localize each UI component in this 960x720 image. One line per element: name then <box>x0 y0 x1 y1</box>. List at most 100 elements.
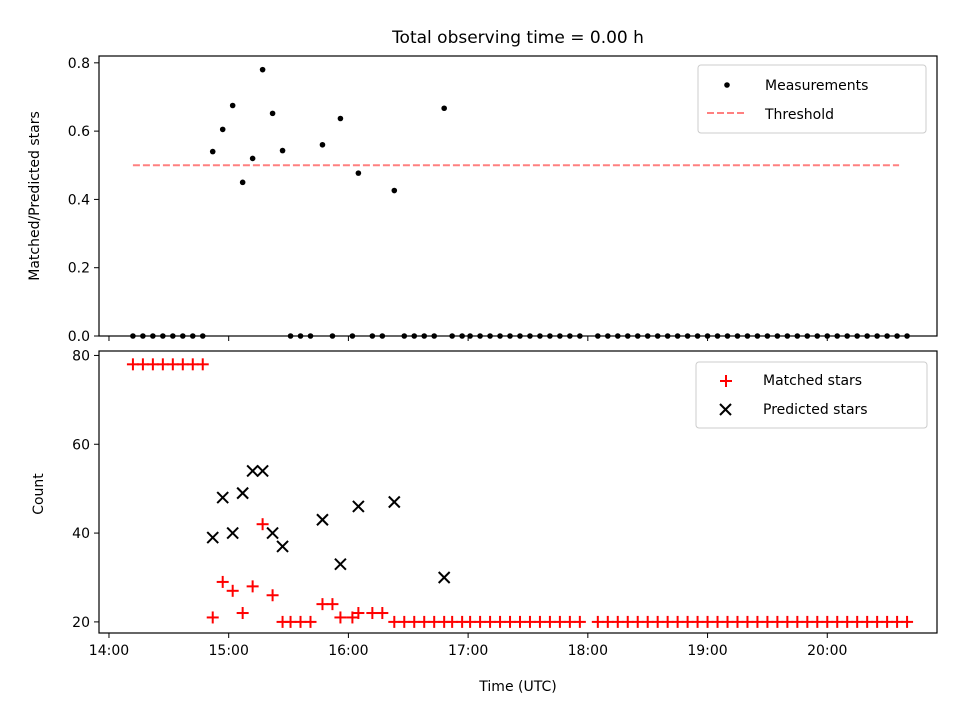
measurement-point <box>287 333 294 339</box>
measurement-point <box>180 333 186 339</box>
measurement-point <box>624 333 631 339</box>
measurement-point <box>864 333 870 339</box>
matched-star-point <box>246 580 259 593</box>
x-stroke <box>316 513 329 526</box>
measurement-point <box>507 333 513 339</box>
measurement-point <box>874 333 880 339</box>
ratio-legend-frame <box>697 64 927 134</box>
x-stroke <box>236 486 249 500</box>
predicted-star-point <box>388 495 401 509</box>
y-tick-label: 0.6 <box>68 124 90 140</box>
measurement-point <box>794 333 801 339</box>
measurement-point <box>209 148 216 155</box>
matched-star-point <box>206 611 219 624</box>
x-tick-label: 18:00 <box>568 643 608 659</box>
measurement-point <box>219 126 226 133</box>
measurement-point <box>140 333 146 339</box>
measurement-point <box>754 333 761 339</box>
predicted-star-point <box>266 526 279 540</box>
measurement-point <box>259 66 266 73</box>
measurement-point <box>814 333 821 339</box>
x-tick-label: 20:00 <box>807 643 847 659</box>
matched-star-point <box>226 584 239 597</box>
measurement-point <box>804 333 811 339</box>
measurement-point <box>349 333 356 339</box>
measurement-point <box>527 333 533 339</box>
measurement-point <box>904 333 910 339</box>
measurement-point <box>714 333 721 339</box>
measurement-point <box>694 333 701 339</box>
legend-threshold-label: Threshold <box>764 107 834 123</box>
measurement-point <box>644 333 651 339</box>
measurement-point <box>319 141 326 148</box>
matched-star-point <box>266 589 279 602</box>
y-tick-label: 0.8 <box>68 56 90 72</box>
measurement-point <box>604 333 611 339</box>
matched-star-point <box>901 615 914 628</box>
matched-star-point <box>326 598 339 611</box>
measurement-point <box>431 333 438 339</box>
legend-predicted-marker <box>719 403 732 416</box>
predicted-star-point <box>316 513 329 526</box>
predicted-star-point <box>216 491 229 504</box>
measurement-point <box>441 105 447 112</box>
y-tick-label: 0.4 <box>68 192 90 208</box>
ratio-x-ticks <box>108 336 828 341</box>
measurement-point <box>355 170 362 176</box>
legend-matched-label: Matched stars <box>763 373 862 389</box>
predicted-star-point <box>276 540 289 553</box>
legend-measurements-marker <box>724 82 730 88</box>
legend-measurements-label: Measurements <box>765 78 868 94</box>
matched-star-point <box>376 607 389 620</box>
matched-star-point <box>216 575 229 588</box>
count-plot-frame <box>98 350 938 634</box>
measurement-point <box>467 333 473 339</box>
y-tick-label: 0.0 <box>68 329 90 345</box>
measurement-point <box>337 115 344 122</box>
measurement-point <box>614 333 621 339</box>
measurement-point <box>391 187 398 194</box>
measurement-point <box>664 333 671 339</box>
predicted-star-point <box>334 557 347 571</box>
x-stroke <box>352 500 365 513</box>
matched-star-point <box>573 615 586 628</box>
count-x-axis: 14:00 15:00 16:00 17:00 18:00 19:00 20:00 <box>89 633 847 659</box>
measurement-point <box>517 333 523 339</box>
measurement-point <box>421 333 428 339</box>
x-stroke <box>226 526 239 540</box>
measurement-point <box>477 333 483 339</box>
predicted-star-point <box>206 531 219 544</box>
matched-star-point <box>256 518 269 531</box>
measurement-point <box>229 102 236 109</box>
x-stroke <box>334 557 347 571</box>
measurement-point <box>297 333 304 339</box>
measurement-point <box>724 333 731 339</box>
measurement-point <box>884 333 890 339</box>
x-stroke <box>276 540 289 553</box>
count-panel: 20 40 60 80 14:00 15:00 16:00 17:00 18:00 19:00 2… <box>31 348 938 695</box>
measurement-point <box>307 333 314 339</box>
y-tick-label: 0.2 <box>68 261 90 277</box>
measurement-point <box>487 333 493 339</box>
x-stroke <box>437 571 451 584</box>
x-axis-label: Time (UTC) <box>478 679 556 695</box>
measurement-point <box>379 333 386 339</box>
measurement-point <box>764 333 771 339</box>
ratio-y-axis-label: Matched/Predicted stars <box>27 111 43 281</box>
count-legend: Matched stars Predicted stars <box>695 361 928 429</box>
x-stroke <box>388 495 401 509</box>
measurement-point <box>834 333 841 339</box>
measurement-point <box>844 333 851 339</box>
measurement-point <box>654 333 661 339</box>
legend-matched-marker <box>720 375 732 387</box>
measurement-point <box>595 333 601 339</box>
measurement-point <box>854 333 860 339</box>
measurement-point <box>634 333 641 339</box>
measurement-point <box>674 333 681 339</box>
count-y-axis: 20 40 60 80 <box>72 348 99 631</box>
predicted-star-point <box>352 500 365 513</box>
x-stroke <box>216 491 229 504</box>
measurement-point <box>784 333 791 339</box>
x-tick-label: 19:00 <box>687 643 727 659</box>
measurement-point <box>497 333 503 339</box>
